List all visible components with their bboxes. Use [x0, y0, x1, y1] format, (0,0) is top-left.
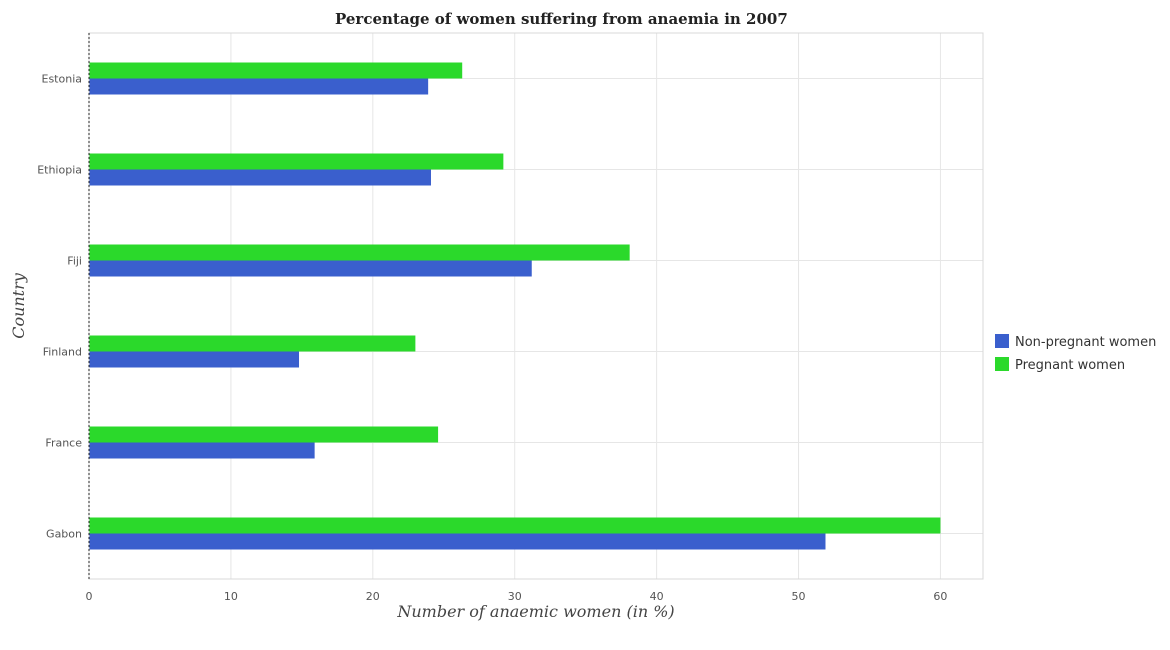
y-tick-label: Finland	[43, 346, 82, 359]
y-tick-label: Gabon	[46, 528, 82, 541]
bar-non-pregnant-fiji	[89, 260, 532, 277]
bar-non-pregnant-france	[89, 442, 315, 459]
legend-swatch-1	[995, 357, 1009, 371]
y-axis-label: Country	[9, 272, 28, 339]
bar-pregnant-fiji	[89, 244, 630, 261]
plot-area-frame	[88, 32, 984, 580]
bar-non-pregnant-gabon	[89, 533, 826, 550]
legend-swatch-0	[995, 334, 1009, 348]
bar-pregnant-ethiopia	[89, 153, 504, 170]
y-tick-labels: Estonia Ethiopia Fiji Finland France Gabon	[37, 73, 82, 541]
bar-pregnant-estonia	[89, 62, 463, 79]
x-tick-label: 50	[792, 590, 806, 603]
y-tick-label: Estonia	[42, 73, 83, 86]
bars	[89, 62, 941, 550]
x-tick-label: 0	[86, 590, 93, 603]
x-axis-label: Number of anaemic women (in %)	[396, 602, 674, 621]
x-tick-label: 40	[650, 590, 664, 603]
y-tick-label: Ethiopia	[37, 164, 82, 177]
legend: Non-pregnant women Pregnant women	[995, 334, 1156, 373]
x-tick-labels: 0 10 20 30 40 50 60	[86, 590, 948, 603]
chart-title: Percentage of women suffering from anaem…	[335, 10, 788, 28]
x-tick-label: 60	[933, 590, 947, 603]
bar-pregnant-finland	[89, 335, 416, 352]
bar-pregnant-france	[89, 426, 439, 443]
bar-pregnant-gabon	[89, 517, 941, 534]
y-tick-label: France	[45, 437, 82, 450]
grid	[88, 33, 983, 579]
x-tick-label: 10	[224, 590, 238, 603]
y-tick-label: Fiji	[67, 255, 82, 268]
legend-label-1: Pregnant women	[1015, 358, 1125, 373]
legend-label-0: Non-pregnant women	[1015, 335, 1156, 350]
x-tick-label: 30	[508, 590, 522, 603]
bar-non-pregnant-ethiopia	[89, 169, 431, 186]
x-tick-label: 20	[366, 590, 380, 603]
bar-non-pregnant-finland	[89, 351, 300, 368]
bar-non-pregnant-estonia	[89, 78, 429, 95]
